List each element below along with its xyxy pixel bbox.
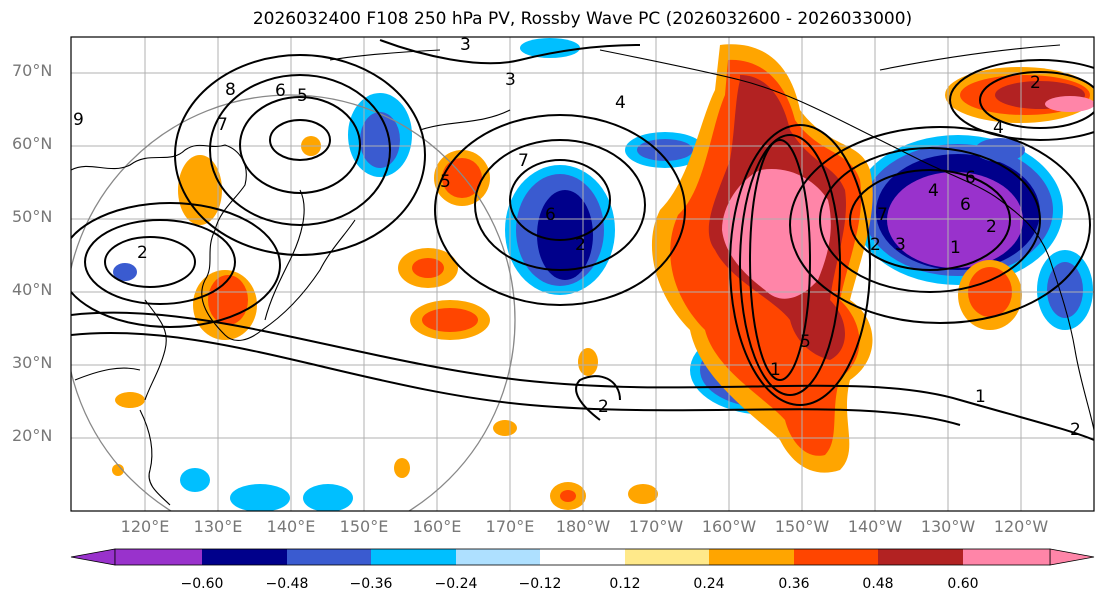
- contour-label: 7: [518, 151, 529, 171]
- lon-label: 160°E: [412, 517, 462, 536]
- contour-label: 1: [770, 360, 781, 380]
- lat-label: 50°N: [12, 207, 53, 226]
- contour-label: 5: [297, 86, 308, 106]
- lon-label: 150°E: [339, 517, 389, 536]
- contour-label: 3: [895, 235, 906, 255]
- contour-label: 3: [505, 70, 516, 90]
- colorbar-swatch: [456, 549, 540, 565]
- lon-label: 170°W: [628, 517, 684, 536]
- colorbar-swatch: [115, 549, 202, 565]
- lat-label: 20°N: [12, 426, 53, 445]
- colorbar-swatch: [963, 549, 1050, 565]
- contour-label: 6: [960, 195, 971, 215]
- colorbar-tick-label: −0.48: [265, 576, 309, 592]
- contour-label: 1: [975, 387, 986, 407]
- contour-label: 6: [545, 205, 556, 225]
- lon-label: 130°E: [193, 517, 243, 536]
- contour-label: 7: [877, 205, 888, 225]
- contour-label: 2: [1070, 420, 1081, 440]
- graticule: [71, 37, 1094, 511]
- lat-label: 40°N: [12, 280, 53, 299]
- colorbar-tick-label: 0.12: [609, 576, 641, 592]
- lon-label: 180°W: [555, 517, 611, 536]
- colorbar-min-extension: [70, 548, 116, 566]
- contour-labels: 3 8 6 5 7 9 2 7 5 6 2 4 3 1 2 7 6 6 4 2 …: [73, 35, 1081, 440]
- colorbar-swatch: [709, 549, 794, 565]
- pv-contours: [71, 39, 1094, 441]
- contour-label: 2: [870, 235, 881, 255]
- map-title: 2026032400 F108 250 hPa PV, Rossby Wave …: [252, 9, 913, 29]
- contour-label: 5: [800, 332, 811, 352]
- colorbar-swatch: [878, 549, 963, 565]
- contour-label: 7: [217, 115, 228, 135]
- colorbar-tick-label: 0.48: [862, 576, 894, 592]
- coastlines: [71, 44, 1094, 506]
- colorbar-tick-label: −0.36: [349, 576, 393, 592]
- colorbar-tick-label: 0.60: [947, 576, 979, 592]
- lon-label: 120°W: [993, 517, 1049, 536]
- region-circle: [71, 94, 516, 511]
- contour-label: 8: [225, 80, 236, 100]
- contour-label: 4: [993, 118, 1004, 138]
- contour-label: 4: [615, 93, 626, 113]
- contour-label: 3: [460, 35, 471, 55]
- lon-label: 130°W: [920, 517, 976, 536]
- contour-label: 2: [598, 397, 609, 417]
- colorbar-max-extension: [1049, 548, 1095, 566]
- lon-label: 150°W: [774, 517, 830, 536]
- colorbar-swatch: [540, 549, 625, 565]
- colorbar-tick-label: −0.12: [518, 576, 562, 592]
- colorbar: [70, 548, 1095, 566]
- contour-label: 6: [275, 81, 286, 101]
- lon-label: 140°E: [266, 517, 316, 536]
- contour-label: 6: [965, 168, 976, 188]
- lon-label: 140°W: [847, 517, 903, 536]
- colorbar-border: [114, 548, 1051, 566]
- contour-label: 2: [137, 243, 148, 263]
- colorbar-tick-label: −0.24: [434, 576, 478, 592]
- lat-label: 30°N: [12, 353, 53, 372]
- colorbar-swatch: [202, 549, 287, 565]
- contour-label: 2: [986, 217, 997, 237]
- lon-label: 120°E: [120, 517, 170, 536]
- lat-label: 70°N: [12, 61, 53, 80]
- contour-label: 2: [1030, 73, 1041, 93]
- contour-label: 9: [73, 110, 84, 130]
- colorbar-swatch: [287, 549, 371, 565]
- colorbar-swatch: [625, 549, 709, 565]
- colorbar-swatch: [794, 549, 878, 565]
- lon-label: 160°W: [701, 517, 757, 536]
- colorbar-tick-label: −0.60: [180, 576, 224, 592]
- contour-label: 1: [950, 238, 961, 258]
- colorbar-tick-label: 0.36: [778, 576, 810, 592]
- contour-label: 2: [575, 235, 586, 255]
- contour-label: 4: [928, 181, 939, 201]
- colorbar-swatch: [371, 549, 456, 565]
- lon-label: 170°E: [485, 517, 535, 536]
- colorbar-tick-label: 0.24: [693, 576, 725, 592]
- contour-label: 5: [440, 172, 451, 192]
- lat-label: 60°N: [12, 134, 53, 153]
